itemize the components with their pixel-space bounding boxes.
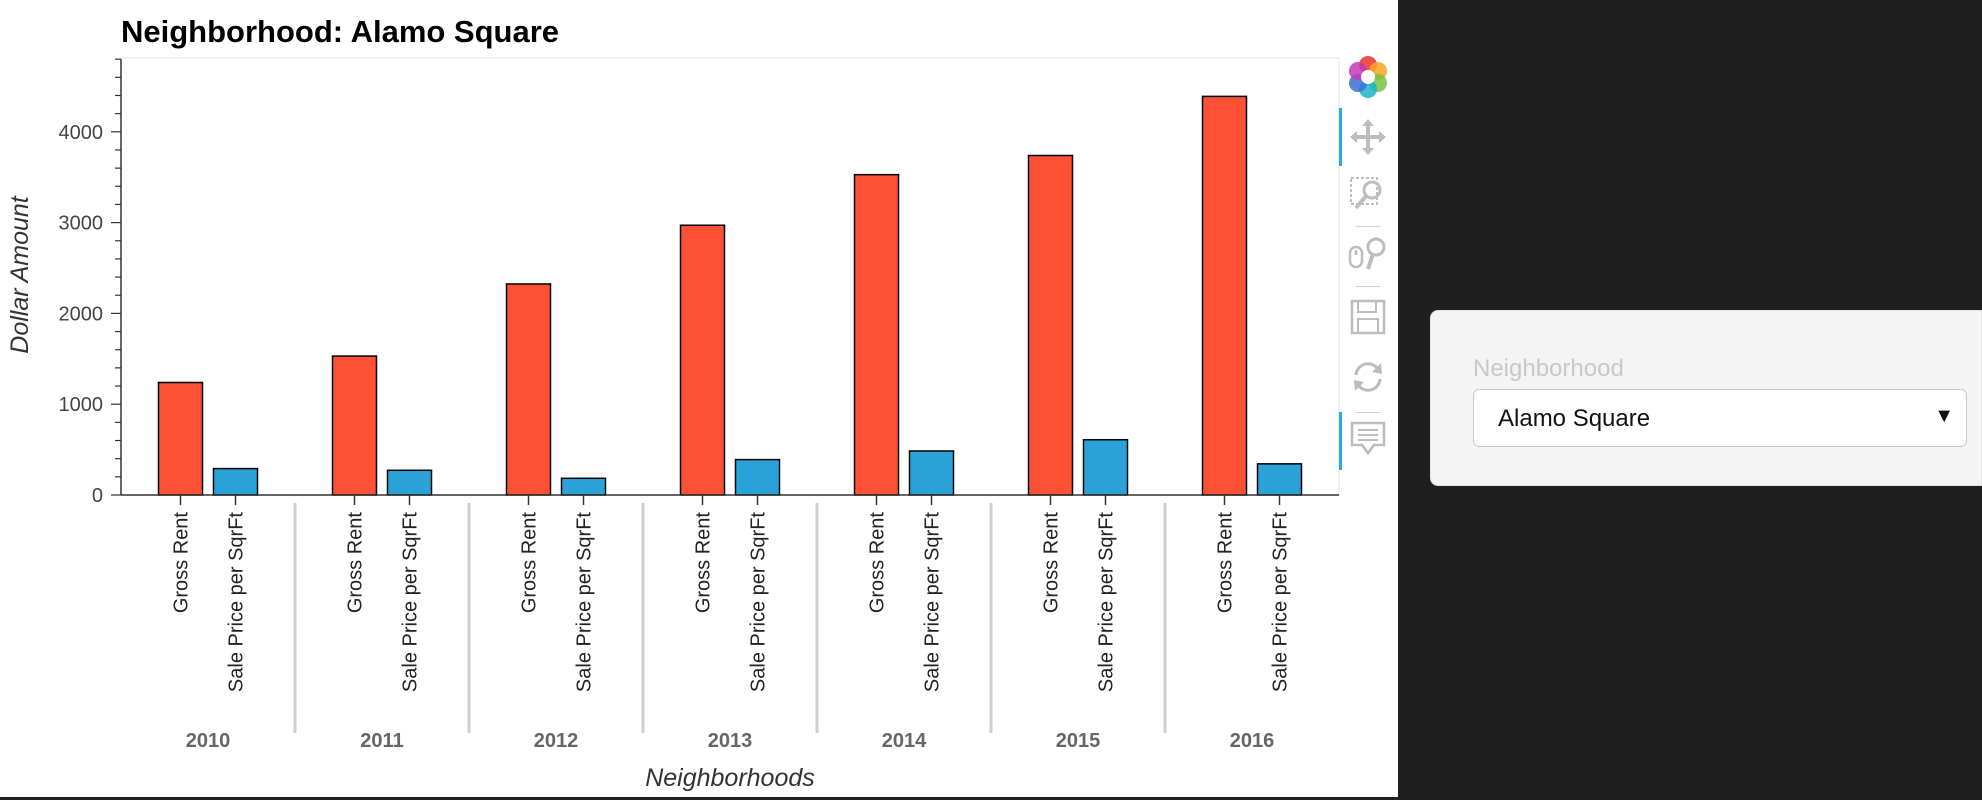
x-category-label: Gross Rent (345, 512, 367, 614)
bar-2012-gross-rent[interactable] (505, 283, 552, 496)
bar-2013-gross-rent[interactable] (679, 224, 726, 496)
plot-toolbar (1336, 50, 1400, 480)
bar-2012-sale-price[interactable] (560, 477, 607, 496)
neighborhood-select[interactable]: Alamo Square ▼ (1473, 389, 1967, 447)
x-axis: Gross Rent Sale Price per SqrFt 2010 Gross … (121, 494, 1339, 752)
bar-chart: Neighborhood: Alamo Square 0 1000 2000 3000… (6, 14, 1340, 792)
x-group-label: 2012 (534, 730, 579, 752)
bar-2011-sale-price[interactable] (386, 469, 433, 496)
x-group-label: 2014 (882, 730, 927, 752)
x-category-label: Sale Price per SqrFt (922, 512, 944, 693)
y-tick-label: 1000 (59, 394, 104, 416)
x-category-label: Gross Rent (693, 512, 715, 614)
hover-icon[interactable] (1336, 412, 1400, 466)
x-category-label: Gross Rent (867, 512, 889, 614)
y-tick-label: 2000 (59, 303, 104, 325)
x-category-label: Gross Rent (171, 512, 193, 614)
x-group-label: 2015 (1056, 730, 1101, 752)
x-axis-label: Neighborhoods (645, 764, 815, 792)
save-icon[interactable] (1336, 290, 1400, 344)
plot-frame (120, 57, 1340, 496)
bar-2011-gross-rent[interactable] (331, 355, 378, 496)
y-tick-label: 0 (92, 485, 103, 507)
x-group-label: 2016 (1230, 730, 1275, 752)
bokeh-logo-icon[interactable] (1336, 50, 1400, 104)
bar-2010-sale-price[interactable] (212, 467, 259, 496)
neighborhood-label: Neighborhood (1473, 355, 1624, 382)
bar-2014-gross-rent[interactable] (853, 173, 900, 496)
x-group-label: 2011 (360, 730, 403, 752)
bar-2014-sale-price[interactable] (908, 450, 955, 496)
y-tick-label: 3000 (59, 213, 104, 235)
y-axis-label: Dollar Amount (6, 195, 34, 354)
x-category-label: Sale Price per SqrFt (748, 512, 770, 693)
x-category-label: Sale Price per SqrFt (1270, 512, 1292, 693)
box-zoom-icon[interactable] (1336, 168, 1400, 222)
bar-2016-gross-rent[interactable] (1201, 95, 1248, 496)
bar-2010-gross-rent[interactable] (157, 381, 204, 496)
x-category-label: Gross Rent (519, 512, 541, 614)
chevron-down-icon: ▼ (1934, 405, 1954, 427)
bar-2013-sale-price[interactable] (734, 458, 781, 496)
toolbar-separator (1356, 226, 1380, 227)
x-category-label: Sale Price per SqrFt (574, 512, 596, 693)
wheel-zoom-icon[interactable] (1336, 228, 1400, 282)
x-group-label: 2010 (186, 730, 231, 752)
x-group-label: 2013 (708, 730, 753, 752)
neighborhood-select-value: Alamo Square (1498, 405, 1651, 432)
x-category-label: Gross Rent (1041, 512, 1063, 614)
x-category-label: Sale Price per SqrFt (1096, 512, 1118, 693)
hover-active-indicator (1339, 412, 1342, 470)
neighborhood-widget: Neighborhood Alamo Square ▼ (1430, 310, 1982, 486)
reset-icon[interactable] (1336, 350, 1400, 404)
toolbar-separator (1356, 412, 1380, 413)
x-category-label: Sale Price per SqrFt (400, 512, 422, 693)
bar-2016-sale-price[interactable] (1256, 463, 1303, 496)
pan-active-indicator (1339, 108, 1342, 166)
x-category-label: Sale Price per SqrFt (226, 512, 248, 693)
y-tick-label: 4000 (59, 122, 104, 144)
bars-group (157, 95, 1303, 496)
bottom-rule (0, 797, 1398, 800)
pan-icon[interactable] (1336, 110, 1400, 164)
x-category-label: Gross Rent (1215, 512, 1237, 614)
bar-2015-gross-rent[interactable] (1027, 154, 1074, 496)
plot-panel: Neighborhood: Alamo Square 0 1000 2000 3000… (6, 14, 1340, 792)
toolbar-separator (1356, 286, 1380, 287)
bar-2015-sale-price[interactable] (1082, 438, 1129, 496)
chart-title: Neighborhood: Alamo Square (121, 14, 559, 49)
y-axis: 0 1000 2000 3000 4000 (59, 58, 122, 507)
